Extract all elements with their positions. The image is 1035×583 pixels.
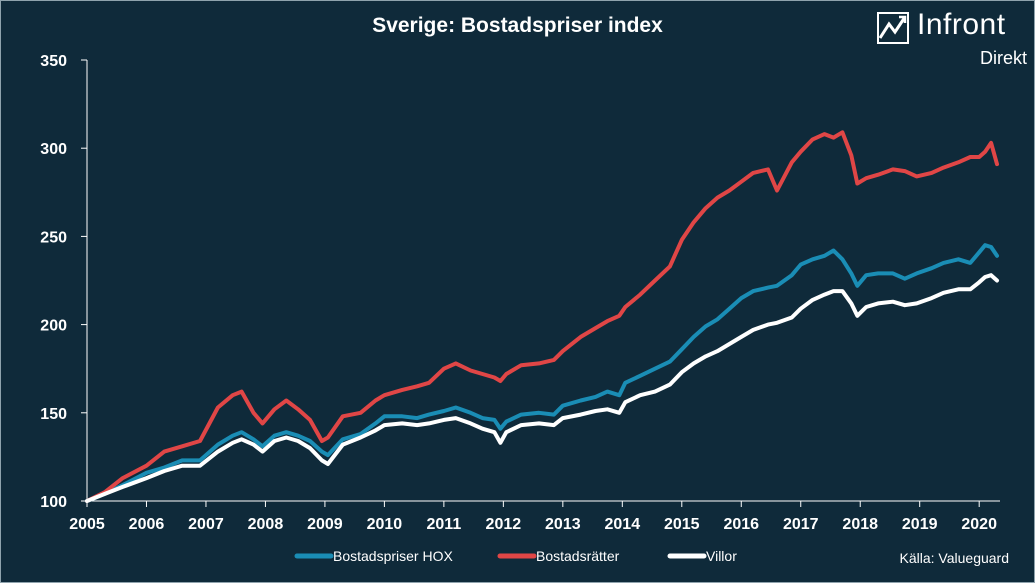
series-line-2 — [85, 273, 999, 503]
x-tick-label: 2009 — [307, 516, 343, 533]
x-tick-label: 2016 — [723, 516, 759, 533]
y-tick-label: 100 — [40, 494, 67, 511]
infront-logo: Infront Direkt — [877, 8, 1027, 72]
series-line-0 — [85, 243, 999, 503]
legend: Bostadspriser HOX Bostadsrätter Villor — [294, 548, 737, 564]
x-tick-label: 2005 — [69, 516, 105, 533]
x-tick-label: 2018 — [842, 516, 878, 533]
x-tick-label: 2014 — [605, 516, 641, 533]
chart-title: Sverige: Bostadspriser index — [372, 14, 663, 37]
x-tick-label: 2010 — [367, 516, 403, 533]
x-tick-label: 2019 — [902, 516, 938, 533]
logo-name: Infront — [917, 8, 1006, 41]
y-tick-label: 350 — [40, 53, 67, 70]
x-tick-label: 2006 — [129, 516, 165, 533]
x-tick-label: 2012 — [486, 516, 522, 533]
x-tick-label: 2011 — [427, 516, 462, 533]
y-tick-label: 300 — [40, 141, 67, 158]
y-tick-label: 250 — [40, 229, 67, 246]
y-axis: 100 150 200 250 300 350 — [40, 53, 88, 511]
x-tick-label: 2008 — [248, 516, 284, 533]
x-tick-label: 2007 — [188, 516, 224, 533]
x-axis: 2005 2006 2007 2008 2009 2010 2011 2012 2013 2014… — [69, 500, 1000, 533]
x-tick-label: 2013 — [545, 516, 581, 533]
y-tick-label: 200 — [40, 318, 67, 335]
x-tick-label: 2017 — [783, 516, 819, 533]
series-lines — [85, 130, 999, 503]
infront-logo-icon — [877, 12, 909, 44]
source-note: Källa: Valueguard — [899, 550, 1009, 566]
x-tick-label: 2015 — [664, 516, 700, 533]
y-tick-label: 150 — [40, 406, 67, 423]
x-tick-label: 2020 — [961, 516, 997, 533]
logo-sub: Direkt — [979, 48, 1027, 68]
legend-label: Bostadsrätter — [536, 548, 620, 564]
series-line-1 — [85, 130, 999, 503]
legend-label: Villor — [706, 548, 737, 564]
legend-label: Bostadspriser HOX — [333, 548, 453, 564]
